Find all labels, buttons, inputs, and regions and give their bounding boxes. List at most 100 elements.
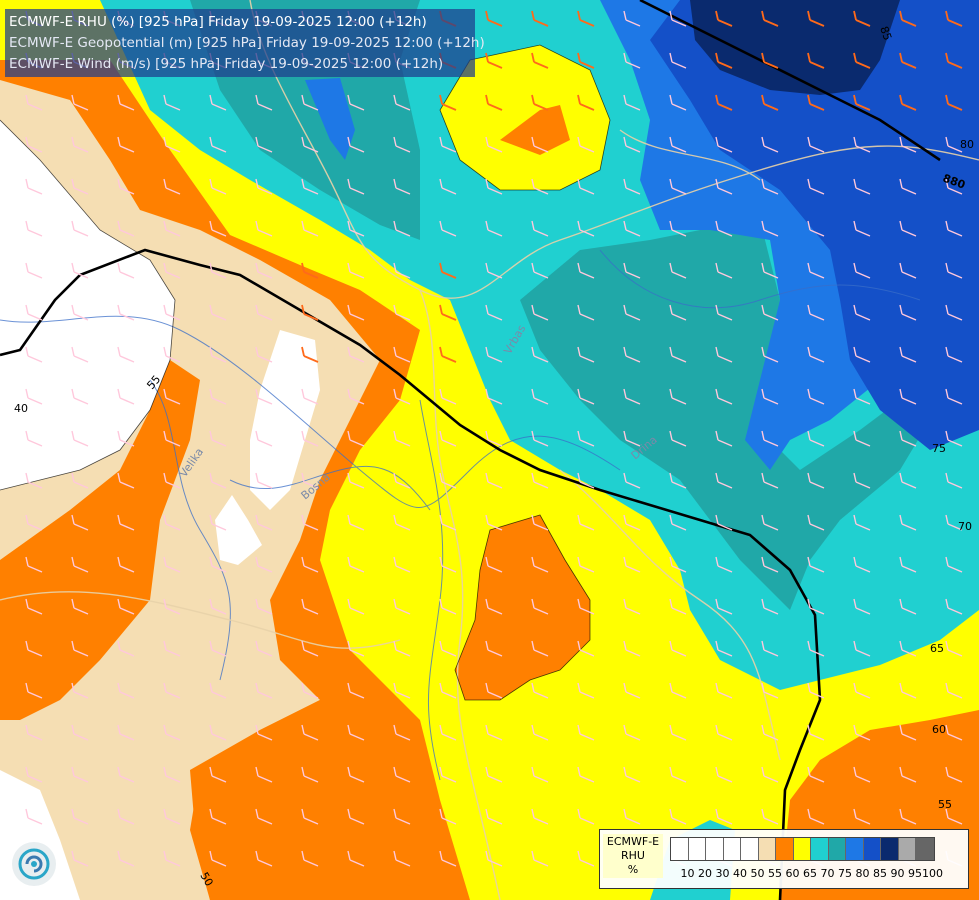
wind-barb xyxy=(623,136,641,153)
wind-barb xyxy=(577,52,595,69)
wind-barb xyxy=(531,262,549,279)
wind-barb xyxy=(255,388,273,405)
wind-barb xyxy=(485,262,503,279)
wind-barb xyxy=(899,724,917,741)
wind-barb xyxy=(393,346,411,363)
wind-barb xyxy=(761,52,779,69)
wind-barb xyxy=(393,430,411,447)
wind-barb xyxy=(853,94,871,111)
wind-barb xyxy=(577,766,595,783)
wind-barb xyxy=(25,388,43,405)
wind-barb xyxy=(163,388,181,405)
wind-barb xyxy=(669,430,687,447)
wind-barb xyxy=(899,766,917,783)
rhu-85-area xyxy=(650,0,979,450)
wind-barb xyxy=(393,766,411,783)
wind-barb xyxy=(853,304,871,321)
legend-tick-label: 80 xyxy=(855,867,870,880)
rhu-60-tongue-a xyxy=(0,360,200,720)
wind-barb xyxy=(669,808,687,825)
wind-barb xyxy=(577,220,595,237)
wind-barb xyxy=(945,304,963,321)
wind-barb xyxy=(807,514,825,531)
legend-tick-label: 85 xyxy=(873,867,887,880)
wind-barb xyxy=(945,472,963,489)
wind-barb xyxy=(623,682,641,699)
wind-barb xyxy=(945,346,963,363)
rhu-below-50-patch-b xyxy=(215,495,262,565)
wind-barb xyxy=(255,220,273,237)
wind-barb xyxy=(485,598,503,615)
wind-barb xyxy=(485,766,503,783)
wind-barb xyxy=(117,388,135,405)
wind-barb xyxy=(255,850,273,867)
wind-barb xyxy=(209,346,227,363)
wind-barb xyxy=(347,220,365,237)
wind-barb xyxy=(301,640,319,657)
wind-barb xyxy=(301,808,319,825)
wind-barb xyxy=(945,808,963,825)
wind-barb xyxy=(439,682,457,699)
wind-barb xyxy=(255,178,273,195)
wind-barb xyxy=(623,514,641,531)
wind-barb xyxy=(669,472,687,489)
wind-barb xyxy=(163,724,181,741)
wind-barb xyxy=(715,262,733,279)
wind-barb xyxy=(25,682,43,699)
wind-barb xyxy=(531,850,549,867)
wind-barb xyxy=(439,808,457,825)
legend-tick-label: 100 xyxy=(922,867,943,880)
legend-swatch xyxy=(776,838,794,860)
wind-barb xyxy=(761,346,779,363)
legend-tick-label: 65 xyxy=(803,867,817,880)
wind-barb xyxy=(163,94,181,111)
wind-barb xyxy=(945,430,963,447)
wind-barb xyxy=(71,766,89,783)
wind-barb xyxy=(531,178,549,195)
legend-swatch xyxy=(793,838,811,860)
legend-swatch xyxy=(898,838,916,860)
wind-barb xyxy=(899,136,917,153)
wind-barb xyxy=(899,556,917,573)
wind-barb xyxy=(623,10,641,27)
legend-tick-label: 50 xyxy=(750,867,765,880)
contour-label-40: 40 xyxy=(14,402,28,415)
wind-barb xyxy=(761,178,779,195)
legend-tick-label: 70 xyxy=(820,867,835,880)
wind-barb xyxy=(163,346,181,363)
wind-barbs-layer xyxy=(25,10,963,867)
wind-barb xyxy=(577,430,595,447)
wind-barb xyxy=(577,808,595,825)
wind-barb xyxy=(117,514,135,531)
wind-barb xyxy=(163,598,181,615)
wind-barb xyxy=(761,682,779,699)
wind-barb xyxy=(209,388,227,405)
wind-barb xyxy=(853,598,871,615)
wind-barb xyxy=(393,598,411,615)
wind-barb xyxy=(669,598,687,615)
wind-barb xyxy=(715,514,733,531)
wind-barb xyxy=(393,808,411,825)
wind-barb xyxy=(393,472,411,489)
rhu-90-area xyxy=(690,0,900,95)
wind-barb xyxy=(485,388,503,405)
wind-barb xyxy=(669,724,687,741)
wind-barb xyxy=(623,808,641,825)
rhu-80-patch xyxy=(305,78,355,160)
wind-barb xyxy=(577,346,595,363)
wind-barb xyxy=(577,850,595,867)
wind-barb xyxy=(577,136,595,153)
wind-barb xyxy=(255,472,273,489)
legend-swatch xyxy=(688,838,706,860)
wind-barb xyxy=(715,556,733,573)
wind-barb xyxy=(623,94,641,111)
wind-barb xyxy=(209,556,227,573)
wind-barb xyxy=(301,724,319,741)
wind-barb xyxy=(301,346,319,363)
wind-barb xyxy=(25,262,43,279)
wind-barb xyxy=(347,262,365,279)
wind-barb xyxy=(807,766,825,783)
wind-barb xyxy=(117,640,135,657)
wind-barb xyxy=(853,220,871,237)
